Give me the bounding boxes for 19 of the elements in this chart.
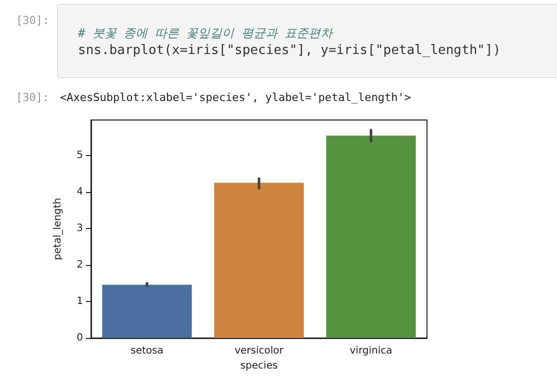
- y-tick-label: 1: [76, 296, 83, 308]
- bar: [102, 284, 192, 338]
- text: sns.barplot(x=iris["species"], y=iris["petal_length"]): [78, 43, 501, 58]
- x-tick-label: virginica: [350, 346, 392, 356]
- x-axis-title: species: [240, 360, 278, 372]
- x-tick-label: versicolor: [234, 346, 284, 356]
- y-axis-title: petal_length: [52, 198, 64, 260]
- text: # 붓꽃 종에 따른 꽃잎길이 평균과 표준편차: [78, 25, 333, 42]
- y-tick-label: 4: [76, 186, 83, 198]
- text: [30]:: [16, 91, 50, 104]
- text: <AxesSubplot:xlabel='species', ylabel='petal_length'>: [60, 91, 411, 104]
- bar: [214, 182, 304, 338]
- x-tick-label: setosa: [130, 346, 164, 356]
- bar: [326, 136, 416, 338]
- y-tick-label: 3: [76, 223, 83, 234]
- y-tick-label: 5: [76, 150, 83, 162]
- text: [30]:: [16, 14, 50, 27]
- y-tick-label: 0: [76, 332, 83, 344]
- y-tick-label: 2: [76, 260, 83, 271]
